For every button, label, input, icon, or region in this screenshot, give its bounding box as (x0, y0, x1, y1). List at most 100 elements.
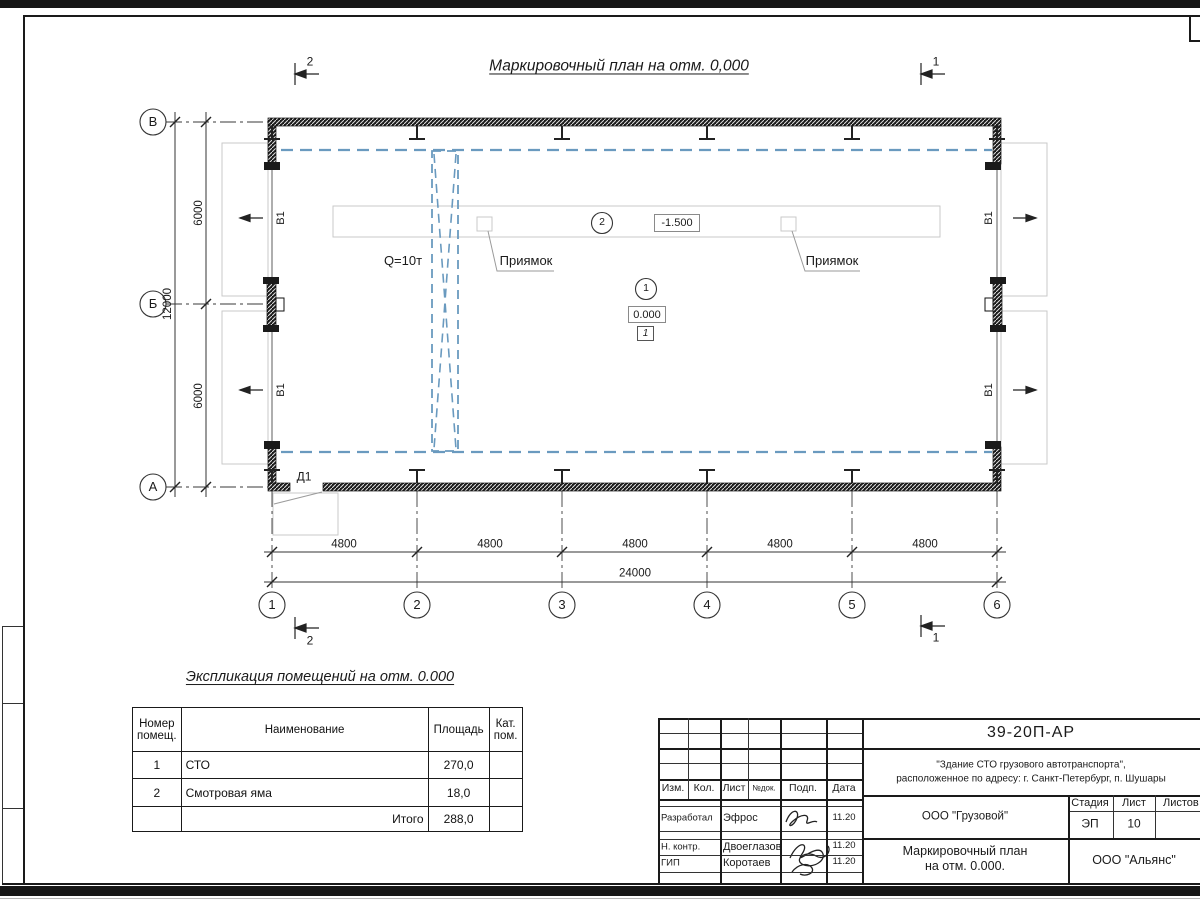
col-axis-5: 5 (848, 596, 856, 612)
gate-mark-left-lower: В1 (275, 383, 287, 397)
scan-edge-top (0, 0, 1200, 8)
margin-cell-divider (2, 703, 23, 704)
client-name: ООО "Грузовой" (921, 810, 1009, 823)
object-name-line2: расположенное по адресу: г. Санкт-Петерб… (896, 773, 1166, 785)
door-swing-area (272, 492, 339, 536)
room-number-pit: 2 (599, 216, 605, 229)
sign-date-developer: 11.20 (832, 811, 856, 823)
organization-name: ООО "Альянс" (1092, 853, 1176, 868)
rev-header-podp: Подп. (789, 782, 817, 795)
table-row: 1 СТО 270,0 (132, 751, 523, 779)
col-header-category: Кат. пом. (488, 707, 523, 752)
sign-role-ncontrol: Н. контр. (661, 841, 701, 853)
crane-rails (281, 148, 992, 454)
margin-cell-divider (2, 626, 23, 627)
scan-edge-line (0, 898, 1200, 899)
rev-header-data: Дата (832, 782, 856, 795)
dim-bay-lower: 6000 (193, 383, 205, 409)
axis-circles (139, 108, 1011, 619)
frame-bottom (2, 883, 1200, 885)
pit-square-right (780, 216, 797, 232)
dim-span-5: 4800 (912, 538, 938, 551)
gate-mark-right-lower: В1 (983, 383, 995, 397)
explication-table: Номер помещ. Наименование Площадь Кат. п… (132, 707, 523, 832)
door-leaf-line (273, 491, 323, 505)
room-name-cell: Смотровая яма (180, 778, 429, 807)
section-mark-1-bottom-label: 1 (932, 630, 940, 645)
pier-right-tab (984, 297, 994, 312)
corner-stamp-box (1189, 15, 1191, 40)
drawing-title: Маркировочный план на отм. 0,000 (489, 57, 749, 75)
signatures (785, 810, 830, 876)
room-name-cell: СТО (180, 751, 429, 779)
pit-label-left: Приямок (499, 252, 553, 268)
sheet-label: Лист (1122, 796, 1146, 809)
frame-top (23, 15, 1200, 17)
room-cat-cell (488, 751, 523, 779)
col-header-name: Наименование (180, 707, 429, 752)
col-header-area: Площадь (427, 707, 490, 752)
pit-label-right: Приямок (805, 252, 859, 268)
col-header-number: Номер помещ. (132, 707, 182, 752)
total-label-cell: Итого (180, 806, 429, 832)
rev-header-list: Лист (722, 782, 746, 795)
room-number-cell: 1 (132, 751, 182, 779)
room-area-cell: 270,0 (427, 751, 490, 779)
frame-left (23, 15, 25, 883)
dim-span-2: 4800 (477, 538, 503, 551)
object-name-line1: "Здание СТО грузового автотранспорта", (936, 759, 1126, 771)
sign-name-gip: Коротаев (723, 857, 771, 869)
dim-bay-upper: 6000 (193, 200, 205, 226)
gate-mark-right-upper: В1 (983, 211, 995, 225)
scan-edge-bottom (0, 886, 1200, 896)
dim-height-total: 12000 (162, 288, 174, 320)
sign-name-developer: Эфрос (723, 812, 758, 824)
dimension-lines (174, 112, 1006, 583)
explication-heading: Экспликация помещений на отм. 0.000 (185, 669, 455, 686)
walls (266, 117, 1003, 492)
section-mark-1-top-label: 1 (932, 54, 940, 69)
row-axis-b: Б (148, 295, 158, 311)
pier-left (266, 282, 277, 327)
axis-lines (166, 121, 998, 592)
pier-right (992, 282, 1003, 327)
rev-header-kol: Кол. (693, 782, 715, 795)
col-axis-2: 2 (413, 596, 421, 612)
col-axis-4: 4 (703, 596, 711, 612)
inspection-pit-band (332, 205, 941, 238)
gate-mark-left-upper: В1 (275, 211, 287, 225)
doc-code: 39-20П-АР (986, 724, 1076, 742)
row-axis-a: А (148, 478, 158, 494)
sign-date-ncontrol: 11.20 (832, 839, 856, 851)
sign-role-gip: ГИП (661, 857, 680, 869)
sheet-number: 10 (1127, 816, 1141, 831)
room-cat-cell (488, 778, 523, 807)
pier-left-tab (275, 297, 285, 312)
dim-span-1: 4800 (331, 538, 357, 551)
sheet-name-line1: Маркировочный план (902, 844, 1028, 859)
dim-span-4: 4800 (767, 538, 793, 551)
floor-elevation-mark: 0.000 (628, 306, 666, 323)
dim-span-3: 4800 (622, 538, 648, 551)
rev-header-izm: Изм. (661, 782, 685, 795)
section-marks (293, 63, 945, 639)
sign-date-gip: 11.20 (832, 855, 856, 867)
stage-label: Стадия (1071, 796, 1109, 809)
signature-korotaev (791, 863, 814, 876)
room-area-cell: 18,0 (427, 778, 490, 807)
leader-lines (273, 230, 860, 505)
margin-cells-left (2, 626, 3, 883)
dimension-ticks (169, 116, 1003, 588)
rev-header-ndok: №док. (752, 783, 776, 793)
col-axis-1: 1 (268, 596, 276, 612)
stage-value: ЭП (1081, 816, 1099, 831)
total-area-cell: 288,0 (427, 806, 490, 832)
col-axis-6: 6 (993, 596, 1001, 612)
row-axis-v: В (148, 113, 158, 129)
margin-cell-divider (2, 808, 23, 809)
table-row: 2 Смотровая яма 18,0 (132, 778, 523, 807)
room-number-cell: 2 (132, 778, 182, 807)
crane-capacity-label: Q=10т (383, 252, 423, 268)
section-mark-2-top-label: 2 (306, 54, 314, 69)
